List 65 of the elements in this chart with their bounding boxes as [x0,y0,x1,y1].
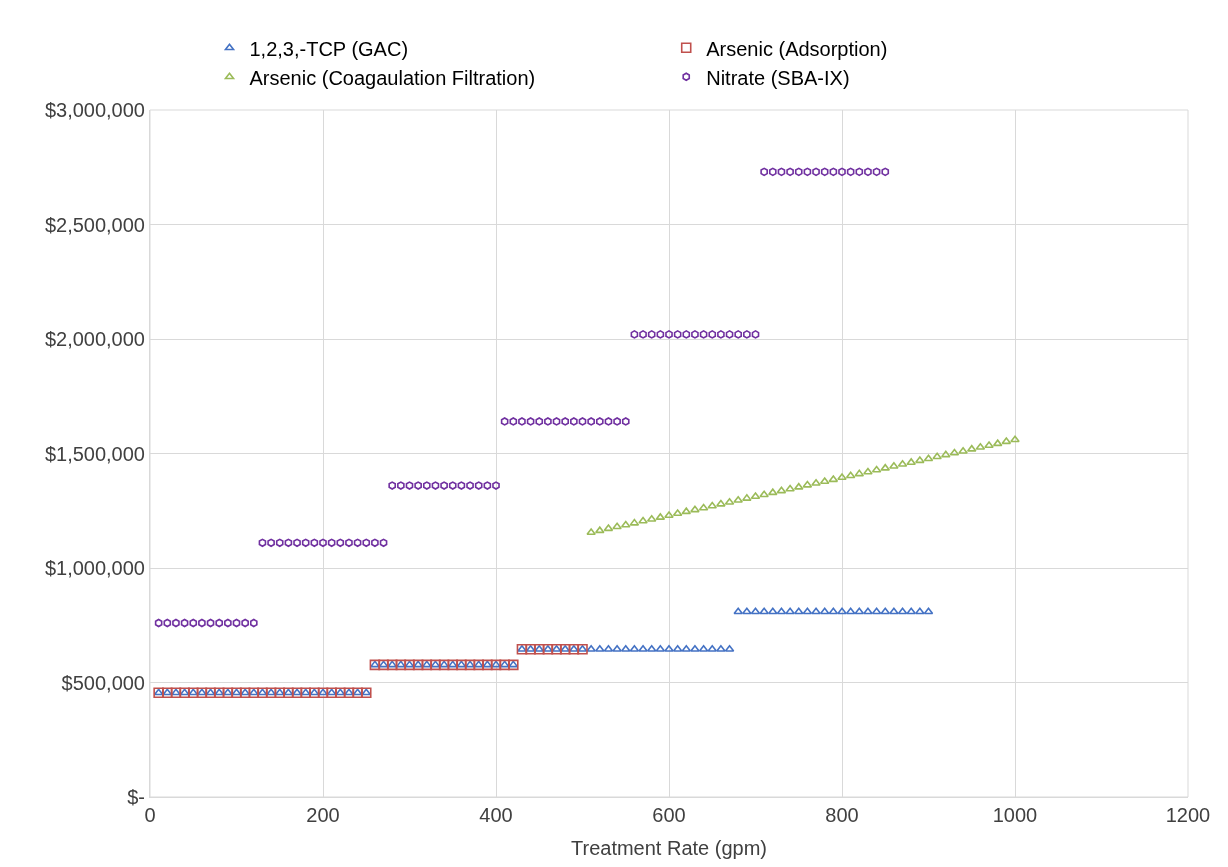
point [837,473,847,481]
x-axis-title: Treatment Rate (gpm) [571,836,767,859]
point [793,482,804,490]
point [672,509,683,517]
point [612,522,622,530]
point [629,518,640,526]
point [880,463,891,471]
y-tick-label: $2,500,000 [44,213,145,236]
x-tick-label: 1200 [1165,804,1211,826]
point [716,499,726,507]
point [742,494,752,501]
point [698,503,709,511]
point [776,486,787,494]
y-tick-label: $3,000,000 [44,99,145,121]
y-tick-label: $1,500,000 [44,442,145,465]
x-tick-label: 0 [144,804,156,826]
point [1010,435,1020,443]
x-tick-label: 400 [479,804,513,826]
point [889,462,899,469]
point [966,444,977,452]
point [724,497,735,505]
point [992,439,1003,447]
y-tick-label: $- [127,786,145,808]
point [802,480,813,488]
point [638,516,648,524]
point [690,505,700,513]
point [811,478,821,486]
point [915,456,925,464]
point [603,524,614,532]
point [897,459,908,467]
point [594,526,605,534]
point [923,454,934,462]
point [750,492,761,500]
x-tick-label: 600 [652,804,686,826]
point [958,446,968,454]
point [707,501,718,509]
point [646,514,657,522]
legend-label: 1,2,3,-TCP (GAC) [249,37,409,60]
point [620,520,631,528]
x-tick-label: 800 [825,804,859,826]
y-tick-label: $2,000,000 [44,328,145,350]
point [949,448,960,456]
point [940,450,951,458]
point [785,484,795,492]
point [854,469,865,477]
x-tick-label: 1000 [992,804,1038,826]
y-tick-label: $1,000,000 [44,557,145,579]
point [984,441,994,449]
point [681,507,692,515]
y-tick-label: $500,000 [61,671,145,694]
point [767,488,778,496]
point [871,465,882,473]
point [759,490,769,498]
point [845,471,856,479]
legend-label: Arsenic (Coagaulation Filtration) [249,66,536,89]
point [828,475,839,483]
legend-label: Arsenic (Adsorption) [706,37,888,60]
x-tick-label: 200 [306,804,340,826]
point [733,495,744,503]
point [1001,437,1012,445]
legend-label: Nitrate (SBA-IX) [706,66,850,89]
point [863,467,873,475]
point [664,511,674,519]
point [586,528,596,536]
point [932,452,942,460]
